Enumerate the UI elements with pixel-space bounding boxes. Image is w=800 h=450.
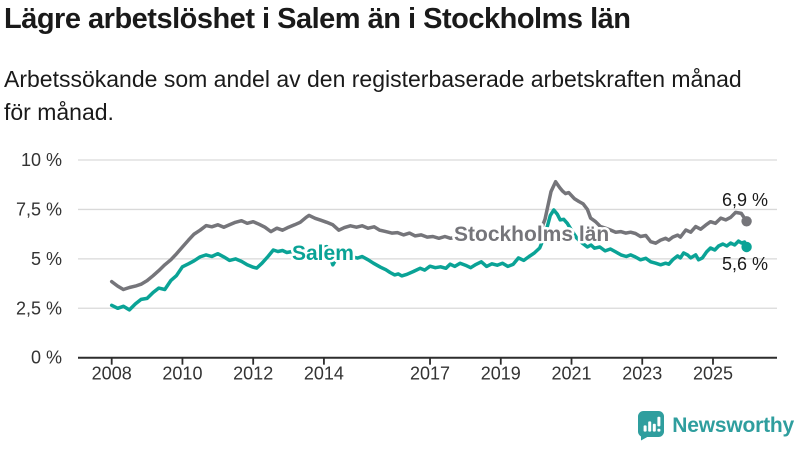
salem-end-value-label: 5,6 % — [722, 254, 768, 274]
x-axis-label: 2008 — [92, 364, 132, 384]
stockholm-line — [109, 179, 749, 292]
salem-end-dot — [741, 241, 752, 253]
x-axis-label: 2019 — [481, 364, 521, 384]
x-axis-label: 2012 — [233, 364, 273, 384]
subtitle-line-2: för månad. — [4, 99, 114, 125]
y-axis-label: 5 % — [31, 249, 62, 269]
newsworthy-logo-icon — [637, 410, 665, 441]
x-axis-label: 2010 — [162, 364, 202, 384]
y-axis-label: 7,5 % — [16, 199, 62, 219]
x-axis-label: 2023 — [622, 364, 662, 384]
salem-series-label: Salem — [292, 242, 354, 265]
y-axis-label: 2,5 % — [16, 298, 62, 318]
brand-wordmark: Newsworthy — [672, 413, 794, 437]
page-title: Lägre arbetslöshet i Salem än i Stockhol… — [4, 3, 631, 35]
brand-footer: Newsworthy — [637, 410, 794, 441]
y-axis-label: 0 % — [31, 348, 62, 368]
chart-subtitle: Arbetssökande som andel av den registerb… — [4, 63, 742, 129]
salem-line — [109, 208, 749, 312]
y-axis-label: 10 % — [21, 150, 62, 170]
x-axis-label: 2014 — [304, 364, 344, 384]
subtitle-line-1: Arbetssökande som andel av den registerb… — [4, 66, 742, 92]
x-axis-label: 2017 — [410, 364, 450, 384]
x-axis-label: 2021 — [551, 364, 591, 384]
stockholm-series-label: Stockholms län — [454, 223, 609, 246]
x-axis-label: 2025 — [693, 364, 733, 384]
stockholm-end-value-label: 6,9 % — [722, 190, 768, 210]
stockholm-end-dot — [741, 216, 752, 227]
